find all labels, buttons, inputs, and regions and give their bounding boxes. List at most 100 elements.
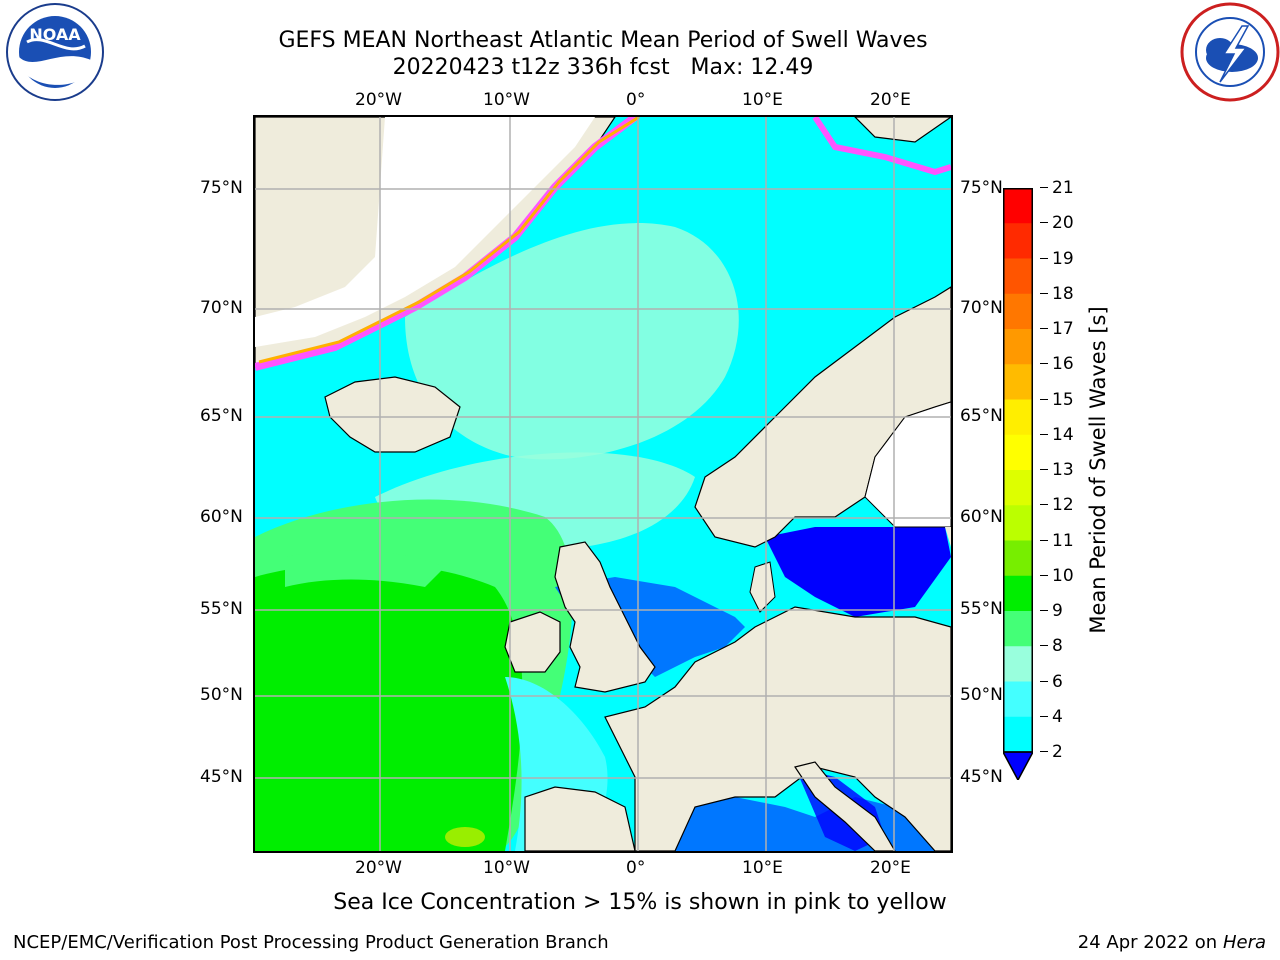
colorbar-tick-mark bbox=[1040, 504, 1048, 506]
lon-label-bottom-20w: 20°W bbox=[355, 858, 402, 878]
colorbar-tick-mark bbox=[1040, 751, 1048, 752]
colorbar-tick-label: 8 bbox=[1052, 636, 1063, 657]
colorbar-segment bbox=[1003, 434, 1033, 471]
lat-label-left-70n: 70°N bbox=[200, 298, 243, 318]
ocean-field-green bbox=[255, 563, 523, 851]
footer-credit: NCEP/EMC/Verification Post Processing Pr… bbox=[13, 932, 609, 953]
lat-label-left-65n: 65°N bbox=[200, 406, 243, 426]
iberia-land bbox=[524, 786, 636, 851]
colorbar-tick-label: 13 bbox=[1052, 460, 1074, 480]
colorbar-segment bbox=[1003, 505, 1033, 541]
lat-label-right-50n: 50°N bbox=[960, 685, 1003, 705]
colorbar-svg bbox=[1001, 188, 1035, 782]
colorbar-outline bbox=[1003, 188, 1033, 753]
baltic-field-darkblue bbox=[765, 527, 951, 617]
colorbar-segment bbox=[1003, 188, 1033, 224]
ocean-field-yellowgreen bbox=[445, 827, 485, 847]
great-britain-land bbox=[554, 541, 656, 693]
colorbar-tick-mark bbox=[1040, 680, 1048, 682]
lon-label-top-10w: 10°W bbox=[483, 90, 530, 110]
footer-date-stamp: 24 Apr 2022 on Hera bbox=[1078, 932, 1266, 954]
lat-label-right-65n: 65°N bbox=[960, 406, 1003, 426]
colorbar-tick-mark bbox=[1040, 574, 1048, 576]
colorbar-extend-triangle bbox=[1001, 751, 1035, 782]
colorbar-segment bbox=[1003, 223, 1033, 259]
swell-period-map bbox=[253, 115, 953, 853]
italy-land bbox=[794, 761, 896, 851]
colorbar-tick-label: 21 bbox=[1052, 178, 1074, 198]
ocean-field-light bbox=[405, 223, 739, 460]
colorbar-tick-label: 4 bbox=[1052, 706, 1063, 727]
chart-subtitle: 20220423 t12z 336h fcst Max: 12.49 bbox=[392, 55, 814, 80]
chart-title: GEFS MEAN Northeast Atlantic Mean Period… bbox=[278, 28, 928, 53]
colorbar-tick-mark bbox=[1040, 222, 1048, 224]
footer-date: 24 Apr 2022 on bbox=[1077, 932, 1223, 953]
colorbar-title: Mean Period of Swell Waves [s] bbox=[1086, 306, 1110, 634]
colorbar-tick-mark bbox=[1040, 292, 1048, 294]
lat-label-left-60n: 60°N bbox=[200, 507, 243, 527]
sea-ice-edge-orange bbox=[258, 117, 640, 364]
colorbar bbox=[1001, 188, 1035, 782]
colorbar-tick-mark bbox=[1040, 187, 1048, 188]
lon-label-bottom-10w: 10°W bbox=[483, 858, 530, 878]
colorbar-tick-mark bbox=[1040, 328, 1048, 329]
colorbar-tick-label: 14 bbox=[1052, 424, 1074, 445]
lon-label-top-10e: 10°E bbox=[742, 90, 783, 110]
colorbar-segment bbox=[1003, 258, 1033, 295]
noaa-logo-text: NOAA bbox=[29, 25, 81, 44]
colorbar-segment bbox=[1003, 681, 1033, 718]
lon-label-top-20e: 20°E bbox=[870, 90, 911, 110]
lat-label-right-70n: 70°N bbox=[960, 298, 1003, 318]
gulf-of-bothnia bbox=[864, 401, 951, 528]
map-canvas bbox=[255, 117, 951, 851]
colorbar-tick-label: 10 bbox=[1052, 565, 1074, 586]
colorbar-segment bbox=[1003, 364, 1033, 400]
colorbar-segment bbox=[1003, 575, 1033, 612]
ireland-land bbox=[504, 611, 561, 673]
finland-land bbox=[945, 527, 951, 547]
colorbar-tick-label: 18 bbox=[1052, 283, 1074, 304]
colorbar-segment bbox=[1003, 646, 1033, 682]
noaa-logo: NOAA bbox=[5, 2, 104, 101]
footer-machine: Hera bbox=[1222, 932, 1266, 953]
ocean-field-green-light bbox=[285, 550, 445, 587]
colorbar-tick-label: 19 bbox=[1052, 248, 1074, 269]
lat-label-left-75n: 75°N bbox=[200, 178, 243, 198]
colorbar-tick-mark bbox=[1040, 363, 1048, 365]
colorbar-segment bbox=[1003, 540, 1033, 577]
colorbar-tick-label: 9 bbox=[1052, 601, 1063, 621]
colorbar-tick-label: 17 bbox=[1052, 319, 1074, 339]
colorbar-tick-mark bbox=[1040, 645, 1048, 647]
iceland-land bbox=[324, 376, 461, 453]
lon-label-bottom-20e: 20°E bbox=[870, 858, 911, 878]
colorbar-tick-label: 6 bbox=[1052, 671, 1063, 692]
colorbar-tick-mark bbox=[1040, 398, 1048, 400]
lat-label-right-55n: 55°N bbox=[960, 599, 1003, 619]
colorbar-segment bbox=[1003, 399, 1033, 436]
colorbar-segment bbox=[1003, 716, 1033, 753]
denmark-land bbox=[749, 561, 776, 613]
lon-label-bottom-10e: 10°E bbox=[742, 858, 783, 878]
colorbar-segment bbox=[1003, 611, 1033, 647]
svalbard-land bbox=[854, 117, 951, 143]
graticule bbox=[255, 117, 951, 851]
colorbar-tick-mark bbox=[1040, 539, 1048, 541]
lat-label-right-45n: 45°N bbox=[960, 767, 1003, 787]
sea-ice-edge-svalbard bbox=[812, 117, 951, 176]
lat-label-right-75n: 75°N bbox=[960, 178, 1003, 198]
colorbar-segment bbox=[1003, 470, 1033, 506]
nws-logo bbox=[1180, 2, 1280, 102]
colorbar-tick-label: 20 bbox=[1052, 213, 1074, 234]
lat-label-left-50n: 50°N bbox=[200, 685, 243, 705]
colorbar-tick-label: 16 bbox=[1052, 354, 1074, 375]
colorbar-tick-label: 15 bbox=[1052, 389, 1074, 410]
lon-label-top-20w: 20°W bbox=[355, 90, 402, 110]
colorbar-tick-mark bbox=[1040, 715, 1048, 717]
sea-ice-note: Sea Ice Concentration > 15% is shown in … bbox=[333, 890, 947, 915]
lon-label-top-0: 0° bbox=[626, 90, 646, 110]
lat-label-left-55n: 55°N bbox=[200, 599, 243, 619]
colorbar-tick-label: 12 bbox=[1052, 495, 1074, 516]
colorbar-segment bbox=[1003, 329, 1033, 365]
lon-label-bottom-0: 0° bbox=[626, 858, 646, 878]
continental-europe-land bbox=[604, 606, 951, 851]
